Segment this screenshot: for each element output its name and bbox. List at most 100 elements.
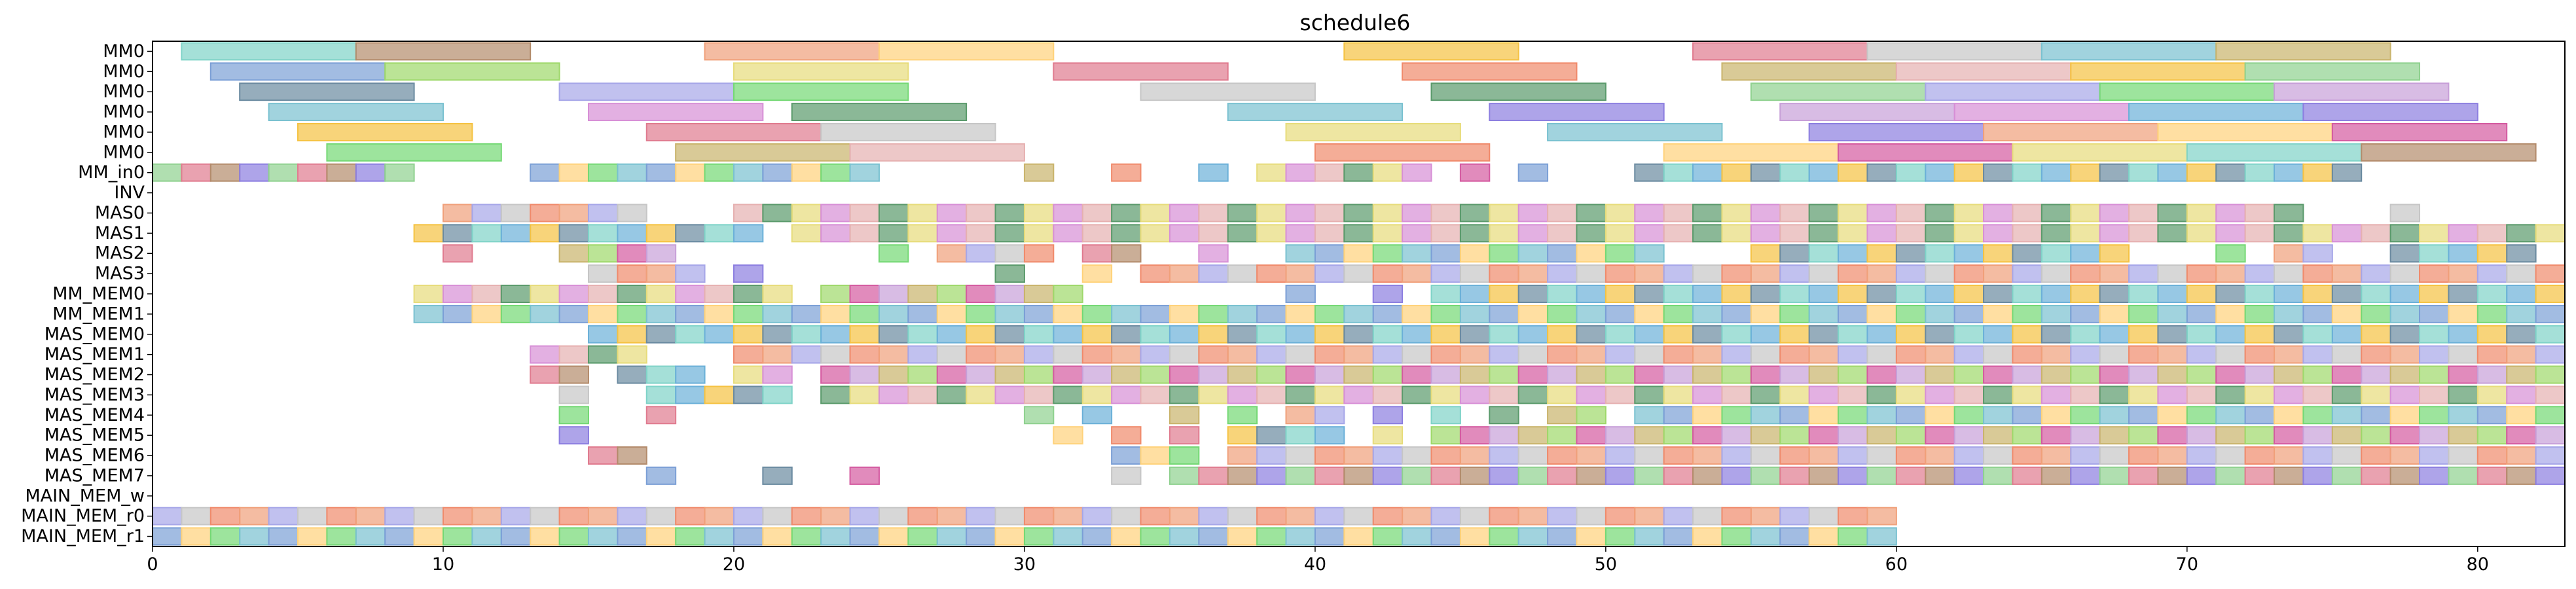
gantt-bar bbox=[2361, 345, 2391, 364]
gantt-bar bbox=[2419, 304, 2450, 323]
gantt-bar bbox=[907, 285, 938, 303]
gantt-bar bbox=[1808, 426, 1840, 445]
gantt-bar bbox=[1634, 285, 1665, 303]
gantt-bar bbox=[1983, 244, 2014, 263]
y-tick-label: MM0 bbox=[103, 41, 145, 62]
gantt-bar bbox=[1605, 426, 1636, 445]
gantt-bar bbox=[1343, 345, 1374, 364]
gantt-bar bbox=[2302, 163, 2333, 182]
gantt-bar bbox=[2506, 325, 2537, 344]
gantt-bar bbox=[1721, 406, 1752, 425]
gantt-bar bbox=[1459, 426, 1491, 445]
gantt-bar bbox=[2186, 143, 2363, 162]
gantt-bar bbox=[2215, 426, 2246, 445]
gantt-bar bbox=[1953, 426, 1985, 445]
gantt-bar bbox=[1198, 527, 1229, 546]
gantt-bar bbox=[936, 385, 968, 404]
gantt-bar bbox=[1023, 325, 1055, 344]
gantt-bar bbox=[1256, 345, 1287, 364]
gantt-bar bbox=[1808, 385, 1840, 404]
gantt-bar bbox=[2331, 285, 2363, 303]
gantt-bar bbox=[209, 527, 241, 546]
gantt-bar bbox=[587, 285, 619, 303]
gantt-bar bbox=[2099, 163, 2130, 182]
gantt-bar bbox=[471, 285, 502, 303]
gantt-bar bbox=[994, 224, 1025, 243]
gantt-bar bbox=[1023, 507, 1055, 526]
gantt-bar bbox=[1779, 365, 1810, 384]
gantt-bar bbox=[1227, 103, 1404, 122]
gantt-bar bbox=[1692, 466, 1723, 485]
gantt-bar bbox=[1285, 466, 1316, 485]
gantt-bar bbox=[2389, 285, 2421, 303]
gantt-bar bbox=[1343, 466, 1374, 485]
gantt-bar bbox=[2186, 325, 2217, 344]
gantt-bar bbox=[1285, 224, 1316, 243]
gantt-bar bbox=[1953, 264, 1985, 283]
gantt-bar bbox=[326, 507, 357, 526]
gantt-bar bbox=[1256, 426, 1287, 445]
gantt-bar bbox=[1285, 264, 1316, 283]
gantt-bar bbox=[1808, 365, 1840, 384]
gantt-bar bbox=[791, 304, 822, 323]
gantt-bar bbox=[2448, 345, 2478, 364]
gantt-bar bbox=[1111, 204, 1142, 223]
gantt-bar bbox=[878, 244, 909, 263]
gantt-bar bbox=[2012, 204, 2042, 223]
gantt-bar bbox=[2476, 426, 2508, 445]
gantt-bar bbox=[675, 304, 706, 323]
gantt-bar bbox=[1634, 163, 1665, 182]
gantt-bar bbox=[1430, 285, 1461, 303]
gantt-bar bbox=[2041, 365, 2072, 384]
gantt-bar bbox=[297, 507, 328, 526]
gantt-bar bbox=[1517, 426, 1549, 445]
gantt-bar bbox=[1547, 204, 1578, 223]
gantt-bar bbox=[2506, 446, 2537, 465]
gantt-bar bbox=[1779, 224, 1810, 243]
gantt-bar bbox=[1285, 426, 1316, 445]
gantt-bar bbox=[558, 345, 589, 364]
gantt-bar bbox=[2128, 224, 2159, 243]
gantt-bar bbox=[1489, 285, 1519, 303]
gantt-bar bbox=[1953, 224, 1985, 243]
y-tick-label: MAS_MEM7 bbox=[45, 465, 145, 486]
gantt-bar bbox=[1314, 264, 1345, 283]
gantt-bar bbox=[2186, 304, 2217, 323]
gantt-bar bbox=[617, 304, 647, 323]
gantt-bar bbox=[1111, 385, 1142, 404]
gantt-bar bbox=[1227, 264, 1258, 283]
gantt-bar bbox=[1140, 224, 1170, 243]
gantt-bar bbox=[936, 527, 968, 546]
gantt-bar bbox=[733, 304, 764, 323]
gantt-bar bbox=[2128, 264, 2159, 283]
gantt-bar bbox=[2186, 264, 2217, 283]
gantt-bar bbox=[1866, 42, 2042, 61]
x-tick-label: 80 bbox=[2467, 554, 2489, 575]
gantt-bar bbox=[1925, 163, 1955, 182]
gantt-bar bbox=[1547, 285, 1578, 303]
gantt-bar bbox=[1838, 285, 1868, 303]
gantt-bar bbox=[2419, 446, 2450, 465]
gantt-bar bbox=[878, 365, 909, 384]
gantt-bar bbox=[675, 507, 706, 526]
gantt-bar bbox=[2331, 264, 2363, 283]
gantt-bar bbox=[2448, 244, 2478, 263]
gantt-bar bbox=[2041, 204, 2072, 223]
gantt-bar bbox=[1343, 224, 1374, 243]
gantt-bar bbox=[2506, 264, 2537, 283]
gantt-bar bbox=[181, 42, 357, 61]
gantt-bar bbox=[1402, 507, 1432, 526]
gantt-bar bbox=[1081, 527, 1113, 546]
gantt-bar bbox=[704, 224, 735, 243]
gantt-bar bbox=[2506, 406, 2537, 425]
gantt-bar bbox=[1256, 304, 1287, 323]
gantt-bar bbox=[2128, 103, 2304, 122]
gantt-bar bbox=[791, 204, 822, 223]
gantt-bar bbox=[2157, 426, 2188, 445]
gantt-bar bbox=[2389, 466, 2421, 485]
gantt-bar bbox=[2331, 304, 2363, 323]
gantt-bar bbox=[2389, 426, 2421, 445]
gantt-bar bbox=[1953, 345, 1985, 364]
gantt-bar bbox=[907, 365, 938, 384]
